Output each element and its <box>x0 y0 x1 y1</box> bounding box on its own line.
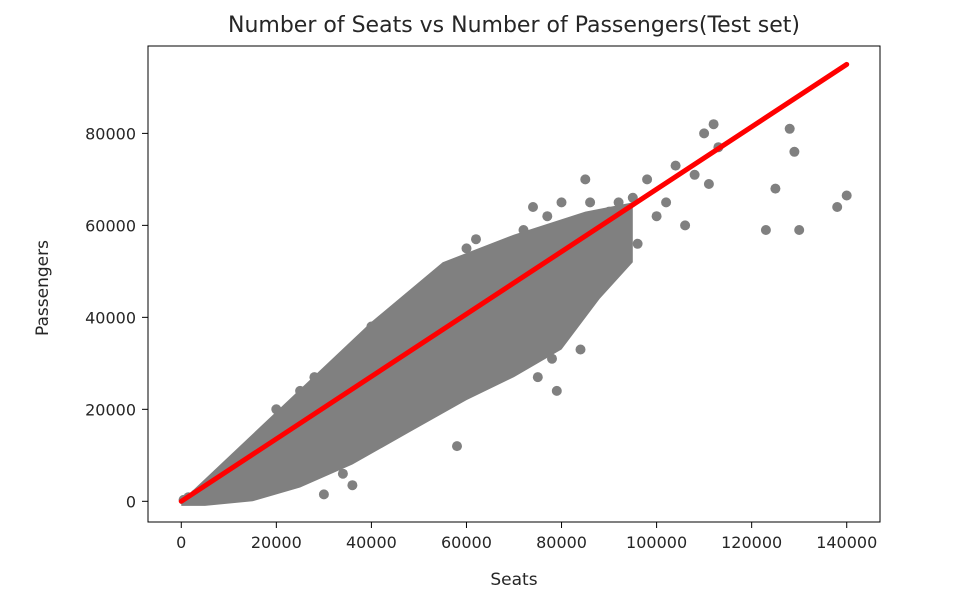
x-tick-label: 0 <box>176 533 186 552</box>
scatter-point <box>708 119 719 130</box>
y-axis-ticks: 0 20000 40000 60000 80000 <box>85 124 148 511</box>
scatter-point <box>461 243 472 254</box>
y-tick-label: 40000 <box>85 308 136 327</box>
scatter-point <box>233 471 244 481</box>
scatter-point <box>632 238 643 249</box>
scatter-point <box>347 480 358 491</box>
fit-line-group <box>178 61 850 504</box>
scatter-point <box>328 450 339 461</box>
scatter-point <box>471 234 481 245</box>
scatter-point <box>423 408 434 419</box>
y-axis-label: Passengers <box>33 240 53 336</box>
scatter-point <box>689 169 700 180</box>
scatter-point <box>542 211 553 222</box>
scatter-point <box>532 372 543 383</box>
scatter-point <box>437 266 448 277</box>
x-tick-label: 100000 <box>626 533 687 552</box>
scatter-point <box>651 211 662 222</box>
plot-frame <box>147 45 881 523</box>
scatter-point <box>794 225 805 235</box>
scatter-point <box>528 202 538 212</box>
x-tick-label: 20000 <box>251 533 302 552</box>
scatter-point <box>585 197 596 208</box>
scatter-point <box>547 353 557 364</box>
scatter-point <box>556 197 567 208</box>
plot-points <box>178 119 852 506</box>
scatter-point <box>271 404 282 415</box>
x-tick-label: 140000 <box>816 533 877 552</box>
scatter-point <box>594 243 605 254</box>
x-tick-label: 60000 <box>441 533 492 552</box>
scatter-point <box>356 436 367 447</box>
scatter-point <box>784 123 795 134</box>
x-tick-label: 120000 <box>721 533 782 552</box>
scatter-point <box>390 422 401 433</box>
scatter-point <box>404 293 415 304</box>
scatter-point <box>366 321 377 332</box>
x-tick-label: 80000 <box>536 533 587 552</box>
scatter-point <box>561 312 572 323</box>
x-axis-label: Seats <box>490 570 537 590</box>
scatter-point <box>613 197 624 208</box>
scatter-point <box>618 257 629 268</box>
scatter-point <box>375 404 386 415</box>
y-tick-label: 80000 <box>85 124 136 143</box>
y-tick-label: 0 <box>126 492 136 511</box>
chart-title: Number of Seats vs Number of Passengers(… <box>228 13 800 38</box>
scatter-point <box>309 372 320 383</box>
scatter-point <box>551 385 562 396</box>
scatter-point <box>604 206 615 217</box>
scatter-point <box>575 344 586 355</box>
scatter-point <box>770 183 781 194</box>
x-axis-ticks: 0 20000 40000 60000 80000 100000 120000 140000 <box>176 522 877 552</box>
scatter-point <box>261 454 272 465</box>
scatter-point <box>841 190 852 201</box>
scatter-point <box>452 441 462 452</box>
scatter-point <box>295 385 306 396</box>
scatter-point <box>518 225 529 235</box>
scatter-point <box>699 128 710 139</box>
scatter-point <box>318 427 329 438</box>
scatter-point <box>337 468 348 479</box>
scatter-point <box>670 160 681 171</box>
fit-line <box>178 61 850 504</box>
scatter-point <box>580 174 591 185</box>
scatter-point <box>485 367 496 378</box>
scatter-point <box>413 381 424 392</box>
scatter-point <box>661 197 672 208</box>
y-tick-label: 20000 <box>85 400 136 419</box>
scatter-point <box>703 179 714 189</box>
scatter-point <box>832 202 843 212</box>
scatter-point <box>280 454 291 465</box>
scatter-point <box>247 438 258 449</box>
y-tick-label: 60000 <box>85 216 136 235</box>
scatter-point <box>680 220 691 231</box>
scatter-point <box>789 146 800 157</box>
scatter-point <box>642 174 653 185</box>
scatter-point <box>494 335 505 346</box>
scatter-point <box>760 225 771 235</box>
x-tick-label: 40000 <box>346 533 397 552</box>
scatter-point <box>318 489 329 500</box>
scatter-point <box>214 478 225 489</box>
